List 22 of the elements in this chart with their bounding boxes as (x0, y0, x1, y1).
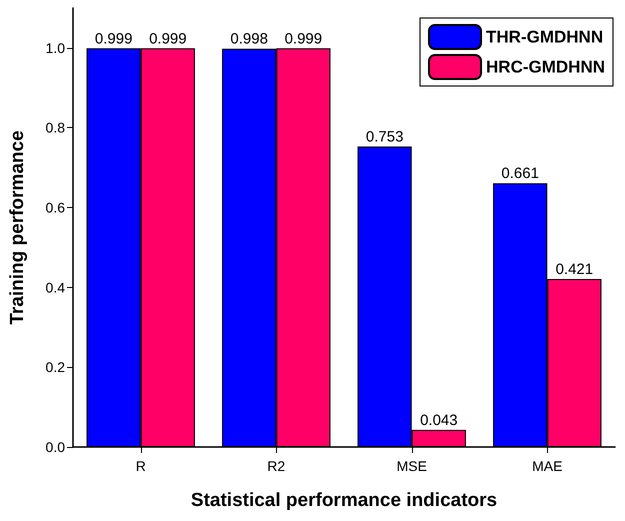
legend-label: HRC-GMDHNN (486, 58, 605, 76)
data-label: 0.999 (149, 30, 187, 48)
data-label: 0.753 (366, 128, 404, 146)
y-tick-label: 0.6 (46, 200, 66, 216)
data-label: 0.998 (230, 30, 268, 48)
y-axis-title: Training performance (7, 130, 28, 325)
y-tick-label: 0.4 (46, 279, 66, 296)
x-tick-label: R2 (267, 458, 286, 474)
data-label: 0.999 (94, 30, 132, 48)
y-tick-label: 0.0 (46, 439, 66, 455)
data-label: 0.421 (556, 260, 594, 278)
y-tick-label: 1.0 (46, 40, 66, 56)
data-label: 0.999 (284, 30, 322, 48)
y-tick-label: 0.2 (46, 359, 66, 376)
data-label: 0.661 (501, 165, 539, 182)
x-tick-label: MAE (532, 458, 562, 474)
data-label: 0.043 (420, 412, 458, 429)
x-tick-label: R (136, 458, 146, 474)
y-tick-label: 0.8 (46, 120, 66, 136)
x-axis-title: Statistical performance indicators (190, 490, 498, 511)
legend-label: THR-GMDHNN (486, 28, 604, 46)
x-tick-label: MSE (396, 458, 427, 474)
